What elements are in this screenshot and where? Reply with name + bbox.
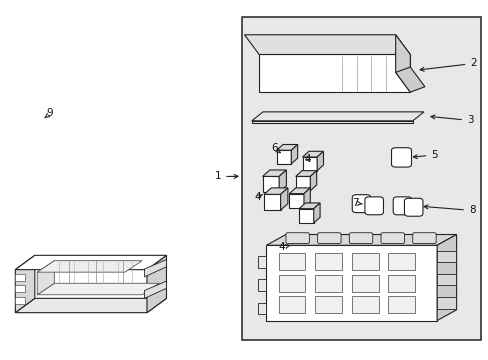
Text: 5: 5 [412,150,437,160]
Polygon shape [144,260,166,277]
FancyBboxPatch shape [412,233,435,243]
Polygon shape [264,194,280,210]
Text: 4: 4 [304,154,310,164]
FancyBboxPatch shape [404,198,422,216]
Text: 9: 9 [46,108,53,118]
Text: 1: 1 [214,171,221,181]
Polygon shape [266,234,456,245]
Text: 7: 7 [352,198,358,208]
Polygon shape [144,281,166,298]
Bar [436,297,455,309]
Polygon shape [15,298,166,313]
FancyBboxPatch shape [391,148,411,167]
Polygon shape [299,209,313,223]
Bar [257,256,266,267]
FancyBboxPatch shape [348,233,372,243]
Bar [257,303,266,314]
Polygon shape [15,285,25,292]
FancyBboxPatch shape [392,197,411,215]
FancyBboxPatch shape [285,233,309,243]
Polygon shape [147,255,166,313]
Polygon shape [299,203,320,209]
FancyBboxPatch shape [364,197,383,215]
Polygon shape [436,234,456,320]
Polygon shape [295,171,316,176]
Polygon shape [310,171,316,191]
Polygon shape [315,296,341,314]
Polygon shape [15,297,25,304]
Polygon shape [289,188,310,194]
Polygon shape [15,255,35,313]
Bar [436,251,455,262]
Polygon shape [395,67,424,92]
Polygon shape [15,274,25,281]
Polygon shape [278,275,305,292]
Polygon shape [259,54,409,92]
Polygon shape [302,151,323,157]
Polygon shape [251,112,423,121]
Polygon shape [351,296,378,314]
Polygon shape [351,253,378,270]
Polygon shape [315,275,341,292]
Polygon shape [387,296,414,314]
Text: 6: 6 [270,143,277,153]
Polygon shape [387,253,414,270]
Polygon shape [278,296,305,314]
Polygon shape [276,150,291,164]
FancyBboxPatch shape [351,195,370,213]
Polygon shape [313,203,320,223]
Polygon shape [266,245,436,320]
Polygon shape [37,261,142,272]
Text: 3: 3 [430,115,472,126]
Polygon shape [251,121,412,123]
FancyBboxPatch shape [317,233,340,243]
Polygon shape [37,261,54,295]
Polygon shape [291,144,297,164]
Polygon shape [280,188,287,210]
Text: 8: 8 [423,205,474,216]
Polygon shape [304,188,310,208]
Text: 4: 4 [254,192,261,202]
Bar [436,274,455,285]
Polygon shape [276,144,297,150]
Polygon shape [289,194,304,208]
Polygon shape [244,35,409,54]
Polygon shape [351,275,378,292]
Polygon shape [262,170,286,176]
Polygon shape [395,35,409,92]
Polygon shape [279,170,286,192]
Text: 2: 2 [419,58,476,71]
Polygon shape [295,176,310,191]
Polygon shape [264,188,287,194]
Polygon shape [317,151,323,171]
Polygon shape [315,253,341,270]
Text: 4: 4 [278,242,285,252]
Polygon shape [278,253,305,270]
Polygon shape [262,176,279,192]
Polygon shape [37,283,159,295]
Bar [257,279,266,291]
Polygon shape [302,157,317,171]
Bar [242,17,480,339]
Polygon shape [15,255,166,270]
FancyBboxPatch shape [380,233,404,243]
Polygon shape [387,275,414,292]
